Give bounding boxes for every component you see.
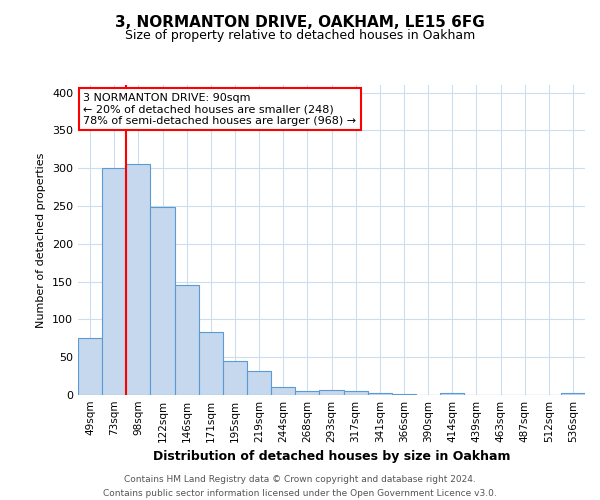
Bar	[126, 164, 151, 395]
X-axis label: Distribution of detached houses by size in Oakham: Distribution of detached houses by size …	[153, 450, 510, 464]
Text: 3 NORMANTON DRIVE: 90sqm
← 20% of detached houses are smaller (248)
78% of semi-: 3 NORMANTON DRIVE: 90sqm ← 20% of detach…	[83, 93, 356, 126]
Bar	[368, 394, 392, 395]
Bar	[78, 338, 102, 395]
Bar	[223, 361, 247, 395]
Bar	[319, 390, 344, 395]
Bar	[344, 391, 368, 395]
Text: Contains HM Land Registry data © Crown copyright and database right 2024.
Contai: Contains HM Land Registry data © Crown c…	[103, 476, 497, 498]
Text: 3, NORMANTON DRIVE, OAKHAM, LE15 6FG: 3, NORMANTON DRIVE, OAKHAM, LE15 6FG	[115, 15, 485, 30]
Bar	[151, 208, 175, 395]
Bar	[199, 332, 223, 395]
Y-axis label: Number of detached properties: Number of detached properties	[37, 152, 46, 328]
Bar	[440, 392, 464, 395]
Bar	[295, 391, 319, 395]
Bar	[102, 168, 126, 395]
Text: Size of property relative to detached houses in Oakham: Size of property relative to detached ho…	[125, 28, 475, 42]
Bar	[175, 286, 199, 395]
Bar	[271, 388, 295, 395]
Bar	[247, 371, 271, 395]
Bar	[561, 392, 585, 395]
Bar	[392, 394, 416, 395]
